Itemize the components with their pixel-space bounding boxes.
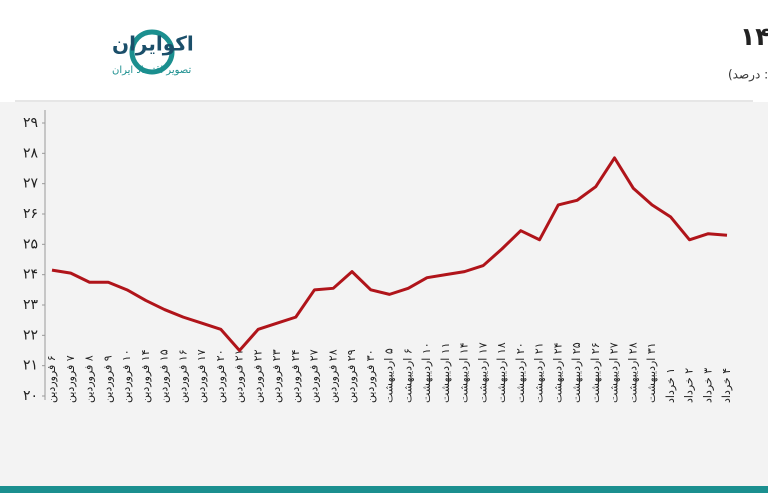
x-tick-label: ۱۴ اردیبهشت bbox=[458, 342, 471, 403]
x-tick-label: ۱ خرداد bbox=[664, 368, 677, 403]
x-tick-label: ۴ خرداد bbox=[720, 368, 733, 403]
y-tick-label: ۲۸ bbox=[23, 145, 39, 161]
x-tick-label: ۲۴ فروردین bbox=[289, 349, 302, 403]
x-tick-label: ۱۶ فروردین bbox=[176, 349, 189, 403]
line bbox=[51, 156, 728, 352]
x-tick-label: ۱۵ فروردین bbox=[158, 349, 171, 403]
y-tick-label: ۲۲ bbox=[23, 327, 38, 343]
x-tick-label: ۷ فروردین bbox=[64, 355, 77, 403]
x-tick-label: ۸ فروردین bbox=[83, 355, 96, 403]
x-tick-label: ۲ خرداد bbox=[683, 368, 696, 403]
x-tick-label: ۲۲ فروردین bbox=[251, 349, 264, 403]
x-tick-label: ۲۸ اردیبهشت bbox=[626, 342, 639, 403]
y-tick-label: ۲۱ bbox=[23, 358, 38, 374]
y-tick-label: ۲۷ bbox=[23, 176, 39, 192]
x-tick-label: ۲۰ اردیبهشت bbox=[514, 342, 527, 403]
x-tick-label: ۲۷ فروردین bbox=[308, 349, 321, 403]
x-tick-label: ۱۰ فروردین bbox=[120, 349, 133, 403]
y-tick-label: ۲۳ bbox=[23, 297, 39, 313]
x-tick-label: ۱۷ فروردین bbox=[195, 349, 208, 403]
x-tick-label: ۲۱ فروردین bbox=[233, 349, 246, 403]
x-tick-label: ۶ فروردین bbox=[45, 355, 58, 403]
y-tick-label: ۲۵ bbox=[23, 236, 38, 252]
x-tick-label: ۱۱ اردیبهشت bbox=[439, 342, 452, 403]
x-tick-label: ۲۰ فروردین bbox=[214, 349, 227, 403]
x-tick-label: ۲۳ فروردین bbox=[270, 349, 283, 403]
footer-bar bbox=[0, 486, 768, 493]
x-tick-label: ۳ خرداد bbox=[701, 368, 714, 403]
brand: اکوایران bbox=[112, 32, 194, 56]
chart-subtitle: (واحد: درصد) bbox=[728, 68, 768, 83]
y-tick-label: ۲۰ bbox=[23, 388, 38, 404]
y-tick-label: ۲۴ bbox=[23, 267, 38, 283]
x-tick-label: ۱۰ اردیبهشت bbox=[420, 342, 433, 403]
x-tick-label: ۹ فروردین bbox=[101, 355, 114, 403]
logo: اکوایران تصویر اقتصاد ایران bbox=[112, 29, 194, 76]
x-tick-label: ۶ اردیبهشت bbox=[401, 348, 414, 403]
x-tick-label: ۵ اردیبهشت bbox=[383, 348, 396, 403]
y-tick-label: ۲۹ bbox=[23, 115, 38, 131]
x-tick-label: ۳۰ فروردین bbox=[364, 349, 377, 403]
x-tick-label: ۲۶ اردیبهشت bbox=[589, 342, 602, 403]
x-tick-label: ۲۱ اردیبهشت bbox=[533, 342, 546, 403]
y-tick-label: ۲۶ bbox=[23, 206, 38, 222]
x-tick-label: ۱۴ فروردین bbox=[139, 349, 152, 403]
x-tick-label: ۲۸ فروردین bbox=[326, 349, 339, 403]
x-tick-label: ۲۹ فروردین bbox=[345, 349, 358, 403]
chart-title: روند نرخ سود وام مسکن در سال ۱۴۰۱ bbox=[740, 22, 768, 52]
brand-tagline: تصویر اقتصاد ایران bbox=[112, 65, 191, 76]
x-tick-label: ۳۱ اردیبهشت bbox=[645, 342, 658, 403]
x-tick-label: ۱۸ اردیبهشت bbox=[495, 342, 508, 403]
x-tick-label: ۲۴ اردیبهشت bbox=[551, 342, 564, 403]
x-tick-label: ۱۷ اردیبهشت bbox=[476, 342, 489, 403]
x-tick-label: ۲۷ اردیبهشت bbox=[608, 342, 621, 403]
x-tick-label: ۲۵ اردیبهشت bbox=[570, 342, 583, 403]
logo-icon bbox=[129, 29, 175, 75]
